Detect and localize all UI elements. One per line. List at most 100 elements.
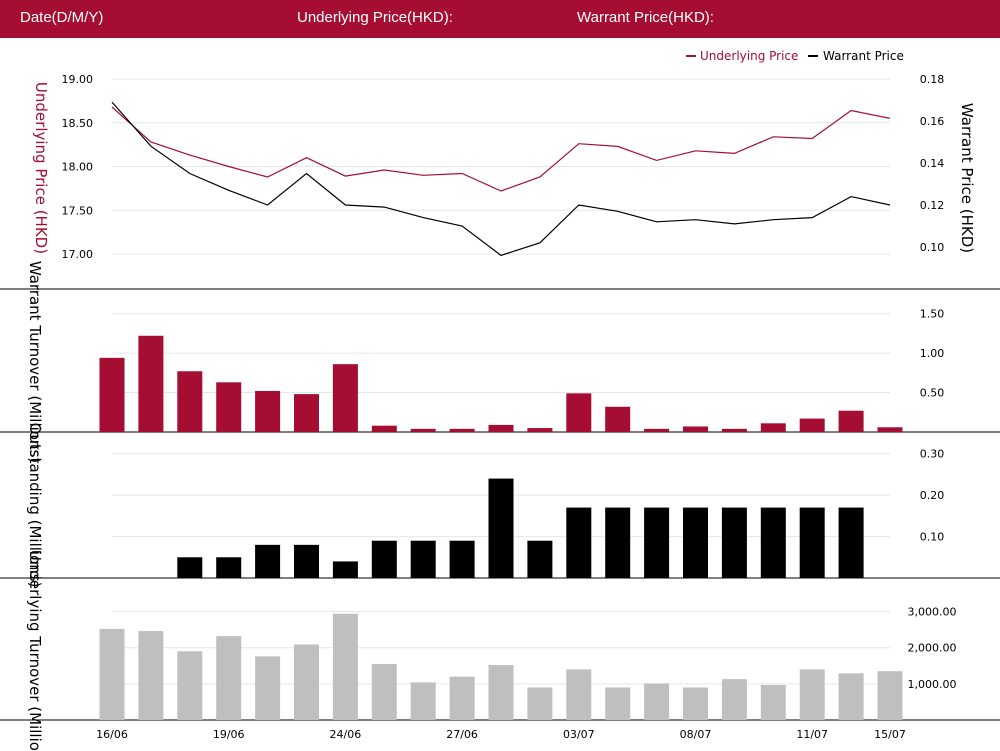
bar-panel-3 <box>138 631 164 720</box>
y-tick-right-label: 0.14 <box>920 157 945 170</box>
y-tick-label-panel-3: 1,000.00 <box>908 678 957 691</box>
bar-panel-3 <box>721 679 747 720</box>
bar-panel-2 <box>177 557 203 578</box>
bar-panel-2 <box>838 507 864 578</box>
bar-panel-1 <box>527 428 553 432</box>
bar-panel-1 <box>799 418 825 432</box>
bar-panel-1 <box>449 428 475 432</box>
y-tick-label-panel-1: 0.50 <box>920 387 945 400</box>
x-tick-label: 16/06 <box>96 728 128 741</box>
warrant-price-label: Warrant Price(HKD): <box>577 9 714 26</box>
bar-panel-3 <box>760 684 786 720</box>
y-tick-left-label: 17.50 <box>62 204 94 217</box>
underlying-price-label: Underlying Price(HKD): <box>297 9 453 26</box>
bar-panel-1 <box>760 423 786 432</box>
x-tick-label: 19/06 <box>213 728 245 741</box>
bar-panel-3 <box>255 656 281 720</box>
bar-panel-2 <box>760 507 786 578</box>
y-tick-label-panel-1: 1.00 <box>920 347 945 360</box>
chart-marks <box>99 101 903 720</box>
underlying-price-line <box>111 106 891 192</box>
x-tick-label: 11/07 <box>796 728 828 741</box>
y-axis-title-panel-3: Underlying Turnover (Millions) <box>26 550 44 751</box>
bar-panel-3 <box>683 687 708 720</box>
bar-panel-3 <box>527 687 553 720</box>
y-tick-right-label: 0.10 <box>920 241 945 254</box>
bar-panel-3 <box>644 683 670 720</box>
y-tick-right-label: 0.12 <box>920 199 945 212</box>
bar-panel-1 <box>838 410 864 432</box>
y-tick-right-label: 0.18 <box>920 73 945 86</box>
bar-panel-1 <box>138 335 164 432</box>
bar-panel-1 <box>605 406 631 432</box>
y-tick-label-panel-2: 0.20 <box>920 489 945 502</box>
chart-text: 17.00 17.50 18.00 18.50 19.00 0.10 0.12 0.14 0.1… <box>26 73 976 751</box>
bar-panel-2 <box>488 478 514 578</box>
bar-panel-3 <box>371 663 397 720</box>
y-tick-left-label: 18.00 <box>62 161 94 174</box>
bar-panel-1 <box>683 426 708 432</box>
bar-panel-2 <box>721 507 747 578</box>
bar-panel-3 <box>410 682 436 720</box>
date-label: Date(D/M/Y) <box>20 9 104 26</box>
bar-panel-3 <box>877 671 903 720</box>
bar-panel-1 <box>332 364 358 432</box>
bar-panel-1 <box>488 424 514 432</box>
bar-panel-2 <box>527 540 553 578</box>
bar-panel-1 <box>371 425 397 432</box>
bar-panel-3 <box>99 628 125 720</box>
warrant-price-line <box>111 101 891 257</box>
y-axis-title-panel-2: Outstanding (Millions) <box>26 423 44 588</box>
bar-panel-1 <box>566 393 592 432</box>
legend: Underlying Price Warrant Price <box>686 49 904 63</box>
bar-panel-1 <box>294 394 319 432</box>
bar-panel-1 <box>721 428 747 432</box>
bar-panel-2 <box>799 507 825 578</box>
bar-panel-1 <box>410 428 436 432</box>
bar-panel-3 <box>799 669 825 720</box>
bar-panel-3 <box>605 687 631 720</box>
bar-panel-2 <box>371 540 397 578</box>
bar-panel-1 <box>216 382 242 432</box>
bar-panel-2 <box>449 540 475 578</box>
bar-panel-3 <box>177 651 203 720</box>
bar-panel-3 <box>838 673 864 720</box>
y-axis-title-panel-1: Warrant Turnover (Millions) <box>26 261 44 463</box>
y-tick-label-panel-1: 1.50 <box>920 308 945 321</box>
bar-panel-2 <box>332 561 358 578</box>
y-tick-left-label: 19.00 <box>62 73 94 86</box>
bar-panel-2 <box>644 507 670 578</box>
bar-panel-2 <box>255 544 281 578</box>
bar-panel-2 <box>683 507 708 578</box>
chart-header-bar: Date(D/M/Y) Underlying Price(HKD): Warra… <box>0 0 1000 38</box>
bar-panel-3 <box>449 676 475 720</box>
bar-panel-3 <box>332 613 358 720</box>
bar-panel-1 <box>255 390 281 432</box>
bar-panel-3 <box>216 636 242 720</box>
y-tick-label-panel-3: 3,000.00 <box>908 606 957 619</box>
bar-panel-1 <box>99 357 125 432</box>
bar-panel-3 <box>294 644 319 720</box>
x-tick-label: 03/07 <box>563 728 595 741</box>
bar-panel-3 <box>566 669 592 720</box>
legend-underlying-label: Underlying Price <box>700 49 798 63</box>
y-tick-label-panel-3: 2,000.00 <box>908 642 957 655</box>
x-tick-label: 27/06 <box>446 728 478 741</box>
y-tick-left-label: 18.50 <box>62 117 94 130</box>
bar-panel-2 <box>216 557 242 578</box>
y-tick-right-label: 0.16 <box>920 115 945 128</box>
bar-panel-1 <box>177 371 203 432</box>
legend-warrant-label: Warrant Price <box>823 49 904 63</box>
bar-panel-1 <box>877 427 903 432</box>
bar-panel-3 <box>488 665 514 720</box>
bar-panel-2 <box>410 540 436 578</box>
x-tick-label: 15/07 <box>874 728 906 741</box>
chart-area: 17.00 17.50 18.00 18.50 19.00 0.10 0.12 0.14 0.1… <box>0 49 1000 751</box>
bar-panel-2 <box>566 507 592 578</box>
bar-panel-2 <box>294 544 319 578</box>
bar-panel-1 <box>644 428 670 432</box>
y-tick-label-panel-2: 0.10 <box>920 531 945 544</box>
y-axis-left-title: Underlying Price (HKD) <box>32 82 50 254</box>
bar-panel-2 <box>605 507 631 578</box>
x-tick-label: 24/06 <box>330 728 362 741</box>
